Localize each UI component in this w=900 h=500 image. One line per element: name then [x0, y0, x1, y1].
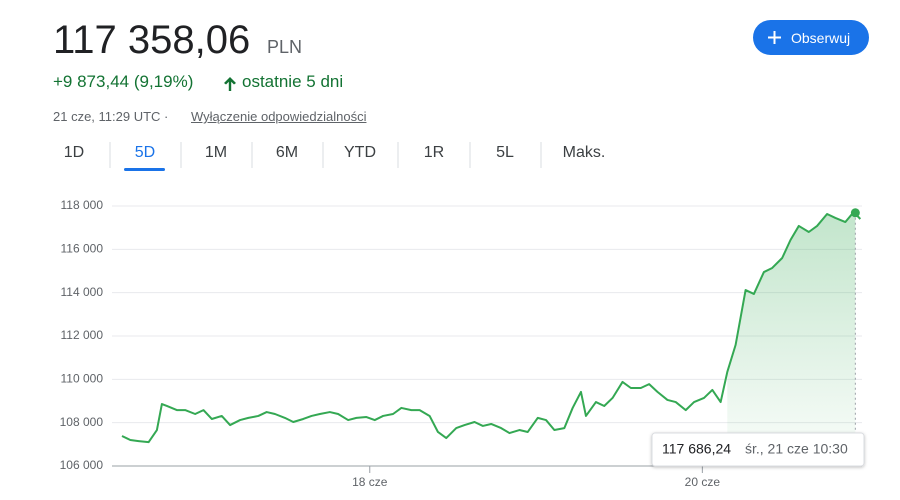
tooltip-date: śr., 21 cze 10:30	[745, 441, 848, 457]
tab-separators	[109, 142, 542, 168]
y-tick-label: 108 000	[60, 415, 104, 429]
y-tick-label: 116 000	[61, 242, 104, 256]
price: 117 358,06	[53, 18, 251, 62]
range-tab[interactable]: 5D	[134, 144, 156, 161]
follow-button[interactable]: Obserwuj	[753, 20, 869, 55]
currency: PLN	[267, 37, 303, 57]
disclaimer-link[interactable]: Wyłączenie odpowiedzialności	[191, 109, 367, 124]
range-tab[interactable]: Maks.	[562, 144, 606, 161]
y-tick-label: 106 000	[60, 458, 104, 472]
tooltip: 117 686,24 śr., 21 cze 10:30	[651, 432, 865, 467]
y-tick-label: 118 000	[61, 198, 104, 212]
follow-button-label: Obserwuj	[791, 30, 851, 46]
tooltip-value: 117 686,24	[662, 441, 731, 457]
highlight-area	[727, 212, 856, 466]
timestamp: 21 cze, 11:29 UTC ·	[53, 109, 169, 124]
hover-point	[850, 208, 860, 218]
range-tab[interactable]: 1M	[204, 144, 228, 161]
range-tab[interactable]: 6M	[275, 144, 299, 161]
y-tick-label: 110 000	[61, 372, 104, 386]
x-tick-label: 20 cze	[685, 475, 721, 489]
range-tab[interactable]: 1D	[63, 144, 85, 161]
y-tick-label: 112 000	[61, 328, 104, 342]
selected-tab-indicator	[124, 168, 165, 171]
change-period: ostatnie 5 dni	[242, 72, 344, 91]
x-tick-label: 18 cze	[352, 475, 388, 489]
plus-icon	[768, 31, 781, 44]
y-tick-label: 114 000	[61, 285, 104, 299]
range-tab[interactable]: 5L	[496, 144, 514, 161]
price-line	[121, 211, 862, 444]
price-change: +9 873,44 (9,19%)	[53, 72, 194, 91]
tooltip-box	[651, 432, 865, 467]
range-tab[interactable]: 1R	[423, 144, 445, 161]
range-tab[interactable]: YTD	[344, 144, 376, 161]
up-arrow-icon	[224, 77, 236, 91]
